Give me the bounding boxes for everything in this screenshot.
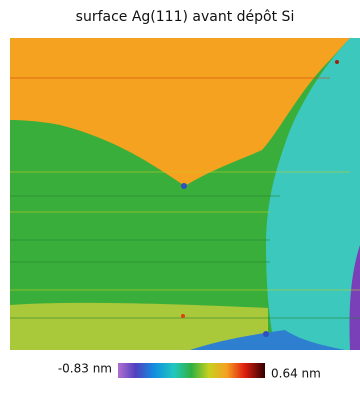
defect [263, 331, 269, 337]
colorbar-label: 0.64 nm [271, 367, 321, 381]
colorbar [118, 363, 265, 378]
defect [181, 314, 185, 318]
stm-image [10, 38, 360, 350]
defect [335, 60, 339, 64]
defect [181, 183, 187, 189]
colorbar-label: -0.83 nm [58, 362, 112, 376]
figure: surface Ag(111) avant dépôt Si -0.83 nm 0… [0, 0, 360, 405]
chart-title: surface Ag(111) avant dépôt Si [76, 9, 295, 25]
